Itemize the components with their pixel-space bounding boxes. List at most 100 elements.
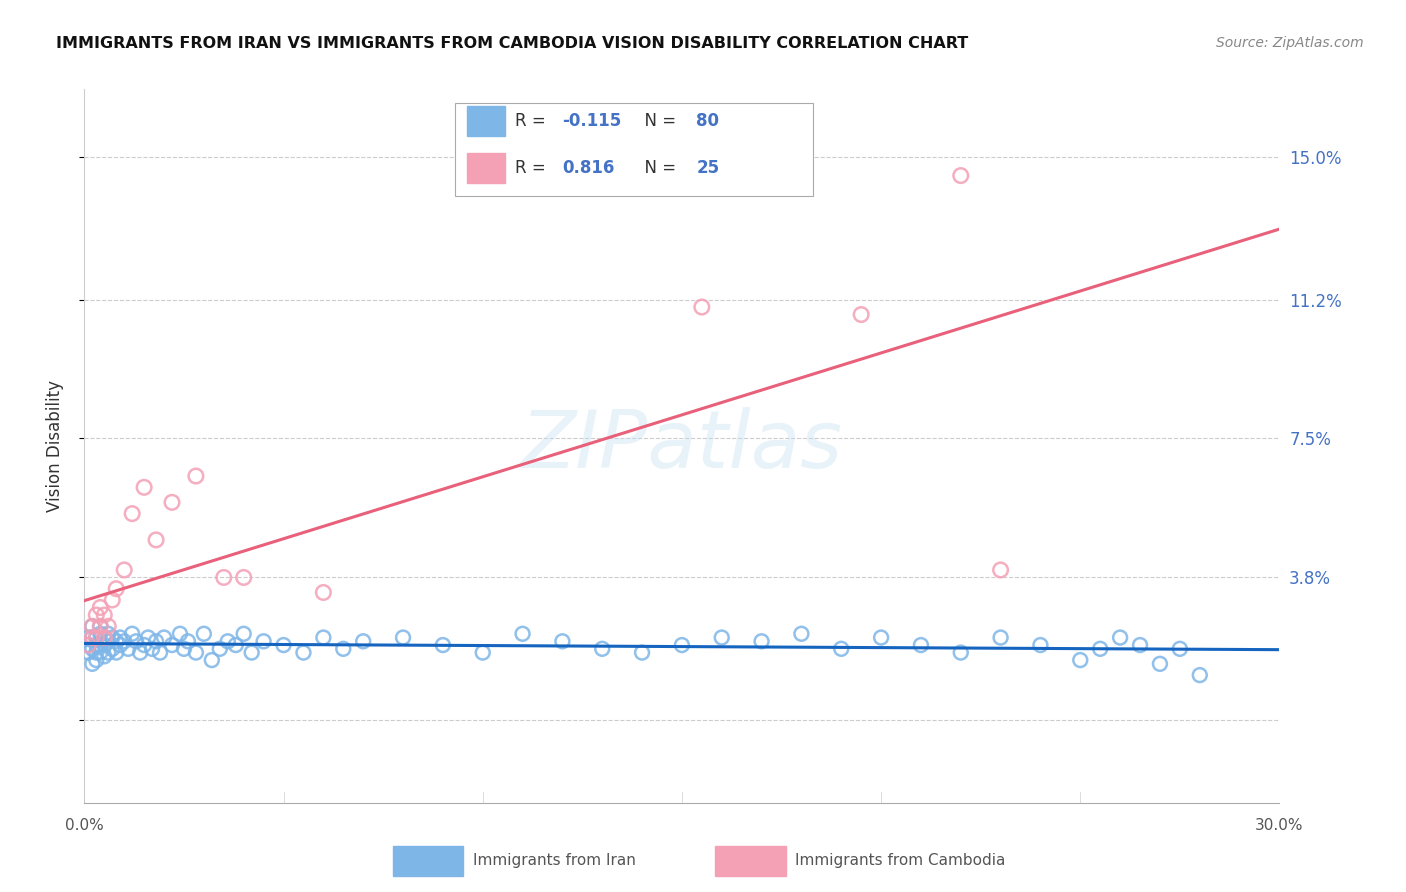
Point	[77, 638, 100, 652]
Point	[110, 631, 132, 645]
Point	[177, 634, 200, 648]
Point	[312, 631, 335, 645]
Point	[97, 619, 120, 633]
Point	[101, 631, 124, 645]
Point	[232, 627, 254, 641]
Point	[89, 619, 111, 633]
Point	[86, 631, 108, 645]
Point	[141, 641, 163, 656]
Point	[990, 563, 1012, 577]
Point	[132, 638, 156, 652]
Point	[208, 641, 231, 656]
Point	[292, 646, 315, 660]
Point	[82, 619, 104, 633]
Point	[512, 627, 534, 641]
Point	[153, 631, 176, 645]
Text: N =: N =	[634, 112, 682, 129]
Point	[93, 607, 115, 622]
Point	[184, 469, 207, 483]
Point	[93, 631, 115, 645]
Point	[93, 649, 115, 664]
FancyBboxPatch shape	[716, 846, 786, 876]
Point	[160, 495, 183, 509]
Point	[240, 646, 263, 660]
Point	[1069, 653, 1091, 667]
Point	[591, 641, 613, 656]
Point	[117, 641, 139, 656]
Point	[93, 631, 115, 645]
Point	[990, 631, 1012, 645]
Point	[471, 646, 494, 660]
Point	[82, 641, 104, 656]
Point	[97, 627, 120, 641]
Point	[790, 627, 813, 641]
Text: 0.816: 0.816	[562, 160, 614, 178]
FancyBboxPatch shape	[467, 153, 505, 184]
Point	[82, 631, 104, 645]
Point	[160, 638, 183, 652]
Point	[149, 646, 172, 660]
Point	[136, 631, 159, 645]
Point	[112, 634, 135, 648]
Point	[184, 646, 207, 660]
Point	[671, 638, 693, 652]
Point	[332, 641, 354, 656]
Point	[121, 507, 143, 521]
Text: ZIPatlas: ZIPatlas	[520, 407, 844, 485]
Point	[169, 627, 191, 641]
Point	[97, 646, 120, 660]
Point	[82, 619, 104, 633]
Text: Source: ZipAtlas.com: Source: ZipAtlas.com	[1216, 36, 1364, 50]
Text: 30.0%: 30.0%	[1256, 818, 1303, 833]
Text: Immigrants from Iran: Immigrants from Iran	[472, 853, 636, 868]
Point	[89, 600, 111, 615]
Point	[86, 646, 108, 660]
Point	[89, 619, 111, 633]
Point	[910, 638, 932, 652]
Point	[112, 563, 135, 577]
Point	[86, 653, 108, 667]
Point	[77, 638, 100, 652]
Point	[212, 570, 235, 584]
Point	[1029, 638, 1052, 652]
FancyBboxPatch shape	[456, 103, 813, 196]
Point	[193, 627, 215, 641]
Point	[93, 638, 115, 652]
Point	[77, 631, 100, 645]
Point	[110, 638, 132, 652]
Point	[392, 631, 415, 645]
Point	[101, 641, 124, 656]
Text: R =: R =	[515, 160, 551, 178]
Point	[690, 300, 713, 314]
Point	[949, 646, 972, 660]
Point	[145, 634, 167, 648]
Point	[1109, 631, 1132, 645]
Point	[77, 646, 100, 660]
FancyBboxPatch shape	[392, 846, 463, 876]
Point	[232, 570, 254, 584]
Point	[225, 638, 247, 652]
Y-axis label: Vision Disability: Vision Disability	[45, 380, 63, 512]
Point	[217, 634, 239, 648]
Point	[551, 634, 574, 648]
Point	[751, 634, 773, 648]
Point	[97, 634, 120, 648]
Point	[105, 582, 128, 596]
Point	[710, 631, 733, 645]
Point	[631, 646, 654, 660]
Point	[105, 634, 128, 648]
Point	[89, 646, 111, 660]
Text: 0.0%: 0.0%	[65, 818, 104, 833]
Point	[86, 607, 108, 622]
Text: -0.115: -0.115	[562, 112, 621, 129]
Point	[105, 646, 128, 660]
Point	[121, 627, 143, 641]
Point	[273, 638, 295, 652]
Point	[830, 641, 852, 656]
Point	[129, 646, 152, 660]
Point	[82, 657, 104, 671]
Point	[1088, 641, 1111, 656]
Point	[145, 533, 167, 547]
Point	[1168, 641, 1191, 656]
Text: IMMIGRANTS FROM IRAN VS IMMIGRANTS FROM CAMBODIA VISION DISABILITY CORRELATION C: IMMIGRANTS FROM IRAN VS IMMIGRANTS FROM …	[56, 36, 969, 51]
